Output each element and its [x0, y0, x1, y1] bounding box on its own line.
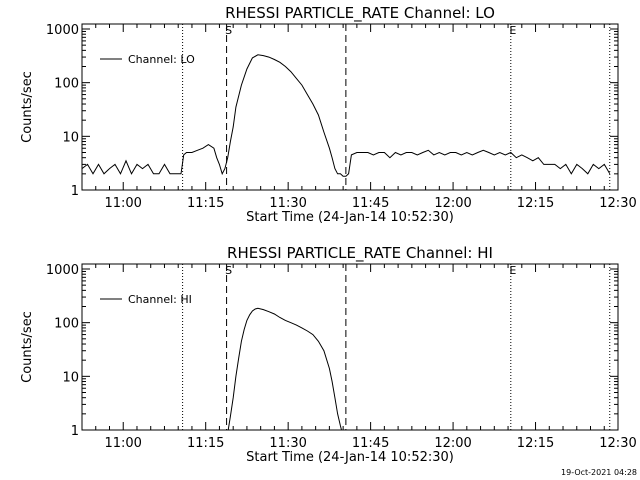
panel-lo: RHESSI PARTICLE_RATE Channel: LO 1 10 100 10…: [20, 4, 637, 225]
timestamp-label: 19-Oct-2021 04:28: [561, 468, 637, 477]
x-tick-label: 12:15: [517, 196, 554, 211]
time-marker-label: E: [509, 24, 516, 37]
y-tick-label: 10: [62, 130, 79, 145]
x-axis-title: Start Time (24-Jan-14 10:52:30): [246, 450, 454, 465]
x-tick-label: 11:30: [269, 196, 306, 211]
x-tick-label: 11:00: [104, 436, 141, 451]
time-marker-label: S: [225, 264, 232, 277]
data-series-line: [81, 54, 611, 177]
y-tick-label: 1000: [46, 23, 79, 38]
time-marker-label: S: [225, 24, 232, 37]
time-marker-label: E: [509, 264, 516, 277]
x-tick-label: 12:30: [599, 436, 636, 451]
legend-label: Channel: HI: [128, 293, 192, 306]
x-tick-label: 11:15: [187, 196, 224, 211]
plot-frame: [81, 23, 619, 191]
legend-label: Channel: LO: [128, 53, 195, 66]
y-axis-title: Counts/sec: [20, 71, 35, 143]
x-axis-title: Start Time (24-Jan-14 10:52:30): [246, 210, 454, 225]
y-tick-label: 10: [62, 370, 79, 385]
x-tick-label: 11:15: [187, 436, 224, 451]
y-axis-title: Counts/sec: [20, 311, 35, 383]
y-tick-label: 100: [54, 317, 79, 332]
x-tick-label: 12:00: [434, 436, 471, 451]
x-tick-label: 11:45: [352, 436, 389, 451]
x-tick-label: 11:30: [269, 436, 306, 451]
x-tick-label: 12:30: [599, 196, 636, 211]
chart-title: RHESSI PARTICLE_RATE Channel: LO: [225, 4, 495, 23]
y-tick-label: 100: [54, 77, 79, 92]
plot-frame: [81, 263, 619, 431]
panel-hi: RHESSI PARTICLE_RATE Channel: HI 1 10 100 10…: [20, 244, 637, 465]
x-tick-label: 12:15: [517, 436, 554, 451]
y-tick-label: 1: [71, 424, 79, 439]
x-tick-label: 11:00: [104, 196, 141, 211]
y-tick-label: 1: [71, 184, 79, 199]
x-tick-label: 12:00: [434, 196, 471, 211]
data-series-line: [227, 307, 342, 431]
x-tick-label: 11:45: [352, 196, 389, 211]
y-tick-label: 1000: [46, 263, 79, 278]
chart-title: RHESSI PARTICLE_RATE Channel: HI: [227, 244, 493, 263]
